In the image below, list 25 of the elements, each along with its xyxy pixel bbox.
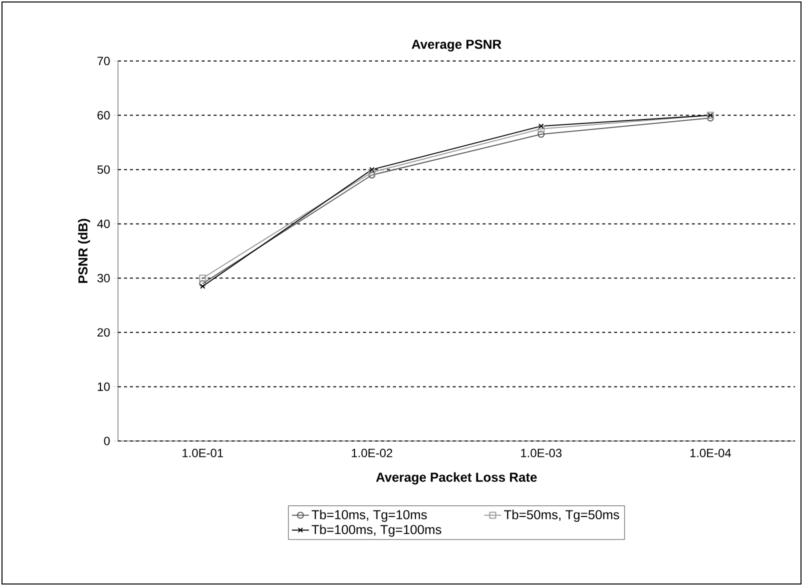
point	[369, 166, 374, 172]
y-tick-label: 60	[98, 111, 110, 120]
legend-label: Tb=100ms, Tg=100ms	[312, 524, 442, 537]
y-tick-label: 30	[97, 274, 110, 282]
y-axis-title: PSNR (dB)	[78, 218, 90, 283]
y-tick-label: 70	[98, 56, 110, 66]
point	[538, 125, 545, 132]
chart-title: Average PSNR	[412, 40, 502, 52]
y-tick-label: 50	[97, 165, 110, 174]
point	[199, 274, 206, 282]
x-axis-title: Average Packet Loss Rate	[376, 472, 537, 484]
x-tick-label: 1.0E-02	[352, 448, 392, 458]
y-tick-label: 10	[98, 382, 110, 391]
legend-label: Tb=10ms, Tg=10ms	[312, 510, 427, 522]
point	[368, 168, 376, 176]
x-tick-label: 1.0E-01	[182, 448, 223, 458]
legend-label: Tb=50ms, Tg=50ms	[504, 510, 620, 522]
y-tick-label: 0	[104, 436, 110, 446]
point	[368, 172, 376, 178]
point	[538, 130, 545, 138]
x-tick-label: 1.0E-04	[690, 448, 731, 458]
y-tick-label: 20	[98, 328, 110, 337]
y-tick-label: 40	[97, 220, 110, 228]
x-tick-label: 1.0E-03	[521, 448, 562, 458]
point	[538, 124, 544, 129]
